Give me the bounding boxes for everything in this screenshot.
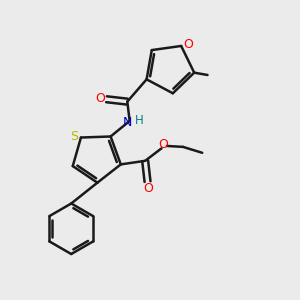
Text: S: S bbox=[70, 130, 78, 142]
Text: O: O bbox=[143, 182, 153, 195]
Text: H: H bbox=[135, 114, 144, 128]
Text: O: O bbox=[158, 138, 168, 151]
Text: O: O bbox=[183, 38, 193, 51]
Text: N: N bbox=[123, 116, 132, 129]
Text: O: O bbox=[95, 92, 105, 105]
